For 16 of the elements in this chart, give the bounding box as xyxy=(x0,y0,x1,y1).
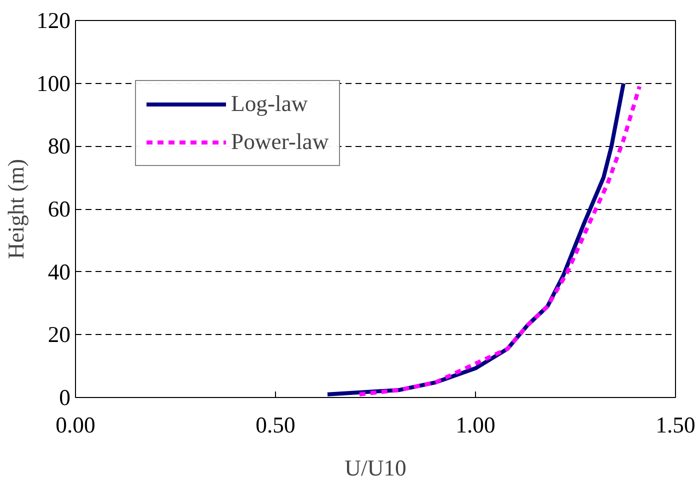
y-tick-label: 60 xyxy=(48,196,70,222)
x-tick-label: 0.00 xyxy=(56,412,96,438)
y-tick-label: 40 xyxy=(48,259,70,284)
y-tick-label: 20 xyxy=(48,322,70,348)
legend-label: Power-law xyxy=(231,129,329,155)
x-tick-label: 1.50 xyxy=(656,412,696,438)
x-tick-label: 0.50 xyxy=(256,412,296,438)
y-tick-label: 80 xyxy=(48,134,70,159)
line-series xyxy=(358,84,642,396)
legend-label: Log-law xyxy=(231,91,308,117)
y-tick-label: 100 xyxy=(36,70,70,96)
x-tick-label: 1.00 xyxy=(456,412,496,438)
x-axis-title: U/U10 xyxy=(344,456,406,480)
y-tick-label: 120 xyxy=(36,8,70,33)
y-axis-title: Height (m) xyxy=(4,158,29,260)
y-tick-label: 0 xyxy=(59,385,70,410)
